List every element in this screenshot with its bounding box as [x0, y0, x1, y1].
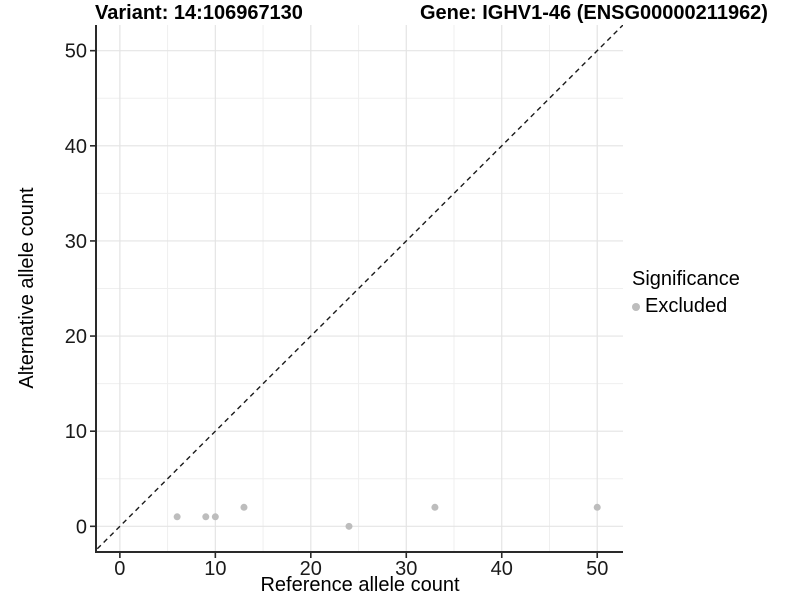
data-point [345, 522, 353, 530]
x-tick-label: 30 [395, 558, 417, 580]
x-tick-label: 40 [491, 558, 513, 580]
legend-item-excluded: Excluded [632, 295, 740, 318]
data-point [173, 513, 181, 521]
y-tick-label: 20 [65, 326, 87, 348]
data-point [593, 503, 601, 511]
data-point [211, 513, 219, 521]
y-tick-label: 0 [76, 516, 87, 538]
plot-title-variant: Variant: 14:106967130 [95, 2, 303, 24]
y-tick-label: 50 [65, 41, 87, 63]
x-tick-label: 10 [204, 558, 226, 580]
plot-title-gene: Gene: IGHV1-46 (ENSG00000211962) [420, 2, 768, 24]
identity-line [96, 25, 623, 552]
data-point [240, 503, 248, 511]
x-axis-title: Reference allele count [260, 574, 460, 596]
x-tick-label: 0 [114, 558, 125, 580]
x-tick-label: 20 [300, 558, 322, 580]
data-point [431, 503, 439, 511]
legend: Significance Excluded [632, 268, 740, 318]
y-axis-title: Alternative allele count [16, 187, 38, 389]
x-tick-label: 50 [586, 558, 608, 580]
legend-title: Significance [632, 268, 740, 290]
legend-point-icon [632, 302, 640, 311]
y-tick-label: 10 [65, 421, 87, 443]
y-tick-label: 40 [65, 136, 87, 158]
legend-item-label: Excluded [645, 295, 728, 317]
data-point [202, 513, 210, 521]
y-tick-label: 30 [65, 231, 87, 253]
